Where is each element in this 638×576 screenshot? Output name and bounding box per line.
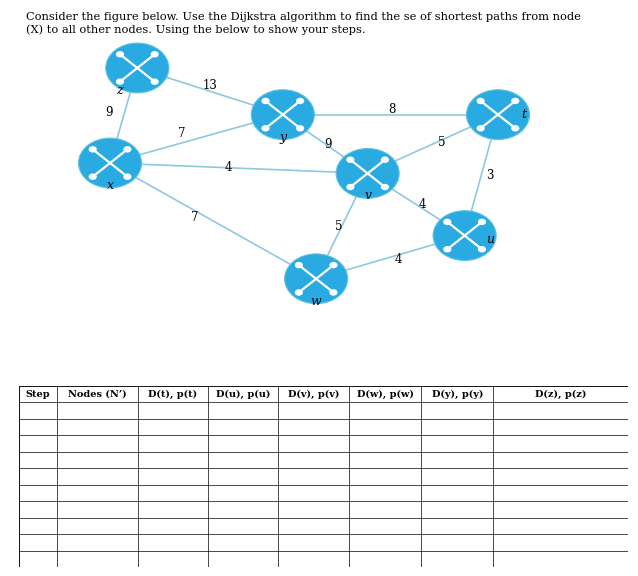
Text: 4: 4: [394, 253, 402, 266]
Ellipse shape: [433, 211, 496, 260]
Ellipse shape: [443, 246, 452, 252]
Ellipse shape: [251, 90, 315, 139]
Ellipse shape: [477, 98, 485, 104]
Ellipse shape: [381, 184, 389, 190]
Text: t: t: [521, 108, 526, 121]
Text: 3: 3: [486, 169, 494, 181]
Text: 13: 13: [203, 79, 218, 92]
Text: y: y: [279, 131, 286, 143]
Ellipse shape: [89, 173, 97, 180]
Text: 7: 7: [191, 211, 198, 224]
Ellipse shape: [346, 157, 355, 163]
Text: Consider the figure below. Use the Dijkstra algorithm to find the se of shortest: Consider the figure below. Use the Dijks…: [26, 12, 581, 21]
Text: Step: Step: [26, 390, 50, 399]
Ellipse shape: [123, 173, 131, 180]
Text: D(v), p(v): D(v), p(v): [288, 389, 339, 399]
Ellipse shape: [106, 43, 169, 93]
Text: 4: 4: [225, 161, 232, 173]
Text: 4: 4: [419, 198, 426, 211]
Text: u: u: [486, 233, 494, 245]
Ellipse shape: [151, 78, 159, 85]
Text: D(t), p(t): D(t), p(t): [149, 389, 198, 399]
Ellipse shape: [123, 146, 131, 153]
Text: 5: 5: [335, 221, 343, 233]
Ellipse shape: [478, 219, 486, 225]
Ellipse shape: [511, 125, 519, 131]
Ellipse shape: [116, 78, 124, 85]
Text: z: z: [116, 84, 122, 97]
Ellipse shape: [151, 51, 159, 58]
Ellipse shape: [296, 125, 304, 131]
Ellipse shape: [262, 125, 270, 131]
Text: D(w), p(w): D(w), p(w): [357, 389, 414, 399]
Ellipse shape: [285, 254, 348, 304]
Ellipse shape: [336, 149, 399, 198]
Text: 8: 8: [388, 103, 396, 116]
Text: (X) to all other nodes. Using the below to show your steps.: (X) to all other nodes. Using the below …: [26, 25, 365, 35]
Ellipse shape: [346, 184, 355, 190]
Ellipse shape: [329, 289, 338, 295]
Ellipse shape: [329, 262, 338, 268]
Ellipse shape: [89, 146, 97, 153]
Ellipse shape: [381, 157, 389, 163]
Ellipse shape: [262, 98, 270, 104]
Ellipse shape: [295, 262, 303, 268]
Text: x: x: [107, 179, 114, 192]
Ellipse shape: [478, 246, 486, 252]
Ellipse shape: [295, 289, 303, 295]
Text: D(y), p(y): D(y), p(y): [431, 389, 483, 399]
Text: w: w: [311, 295, 322, 308]
Ellipse shape: [296, 98, 304, 104]
Text: D(u), p(u): D(u), p(u): [216, 389, 271, 399]
Ellipse shape: [511, 98, 519, 104]
Text: 9: 9: [325, 138, 332, 150]
Ellipse shape: [477, 125, 485, 131]
Text: D(z), p(z): D(z), p(z): [535, 389, 586, 399]
Text: v: v: [364, 190, 371, 202]
Text: 5: 5: [438, 136, 446, 149]
Ellipse shape: [78, 138, 142, 188]
Ellipse shape: [466, 90, 530, 139]
Text: 7: 7: [178, 127, 185, 140]
Text: 9: 9: [105, 107, 112, 119]
Ellipse shape: [443, 219, 452, 225]
Text: Nodes (N’): Nodes (N’): [68, 390, 127, 399]
Ellipse shape: [116, 51, 124, 58]
